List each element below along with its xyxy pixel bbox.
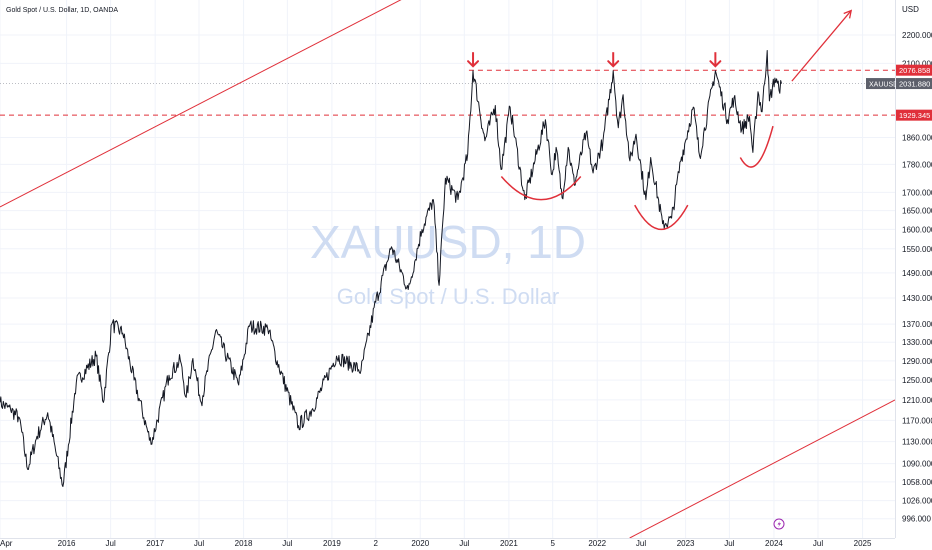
level-price-label: 2076.858: [899, 66, 930, 75]
price-tick-label: 1170.000: [902, 416, 932, 425]
price-tick-label: 1780.000: [902, 160, 932, 169]
trendline: [629, 399, 896, 539]
level-price-label: 1929.345: [899, 111, 930, 120]
time-tick-label: Jul: [813, 539, 823, 548]
trendline: [0, 0, 402, 208]
price-tick-label: 1130.000: [902, 438, 932, 447]
time-tick-label: 2024: [765, 539, 783, 548]
time-tick-label: 2018: [235, 539, 253, 548]
up-arrow-head: [843, 9, 853, 19]
price-tick-label: 1090.000: [902, 460, 932, 469]
down-arrow-head: [467, 60, 480, 68]
time-tick-label: 2022: [588, 539, 606, 548]
bottom-arc: [739, 125, 774, 168]
annotations: [0, 0, 896, 539]
lightning-icon[interactable]: [773, 518, 785, 530]
last-price-label: 2031.880: [899, 80, 930, 89]
price-axis[interactable]: 2200.000 2100.000 1860.000 1780.000 1700.000…: [902, 31, 932, 524]
level-price-tag: [896, 109, 932, 121]
price-tick-label: 1550.000: [902, 245, 932, 254]
price-tick-label: 1330.000: [902, 338, 932, 347]
time-tick-label: Jul: [459, 539, 469, 548]
time-tick-label: Jul: [282, 539, 292, 548]
down-arrow-head: [607, 60, 620, 68]
time-tick-label: 2017: [146, 539, 164, 548]
grid: [0, 0, 895, 538]
price-series: [0, 50, 782, 487]
price-tick-label: 1290.000: [902, 357, 932, 366]
time-tick-label: Apr: [0, 539, 13, 548]
time-tick-label: Jul: [636, 539, 646, 548]
price-tick-label: 1650.000: [902, 207, 932, 216]
price-tags: 2076.858 1929.345 XAUUSD 2031.880: [866, 64, 932, 121]
price-line: [0, 50, 782, 487]
price-tick-label: 1058.000: [902, 478, 932, 487]
chart-title: Gold Spot / U.S. Dollar, 1D, OANDA: [6, 7, 118, 14]
price-tick-label: 1370.000: [902, 320, 932, 329]
time-tick-label: 2019: [323, 539, 341, 548]
price-tick-label: 1490.000: [902, 269, 932, 278]
time-tick-label: 2025: [854, 539, 872, 548]
price-tick-label: 1430.000: [902, 294, 932, 303]
time-tick-label: 2016: [58, 539, 76, 548]
time-tick-label: Jul: [194, 539, 204, 548]
price-tick-label: 1860.000: [902, 134, 932, 143]
symbol-tag-label: XAUUSD: [869, 82, 898, 89]
price-tick-label: 1210.000: [902, 396, 932, 405]
price-tick-label: 1026.000: [902, 497, 932, 506]
time-tick-label: 2: [373, 539, 378, 548]
price-levels: [0, 69, 895, 116]
time-tick-label: 2023: [677, 539, 695, 548]
symbol-tag: [866, 78, 895, 90]
watermark-symbol: XAUUSD, 1D: [310, 216, 586, 268]
price-tick-label: 996.000: [902, 515, 931, 524]
time-axis[interactable]: Apr 2016 Jul 2017 Jul 2018 Jul 2019 2 2020 Jul 2021…: [0, 539, 872, 548]
time-tick-label: 2021: [500, 539, 518, 548]
bottom-arc: [634, 204, 689, 231]
level-price-tag: [896, 64, 932, 76]
bottom-arc: [500, 175, 582, 201]
time-tick-label: Jul: [106, 539, 116, 548]
time-tick-label: 2020: [411, 539, 429, 548]
time-tick-label: Jul: [724, 539, 734, 548]
price-tick-label: 2200.000: [902, 31, 932, 40]
price-tick-label: 1250.000: [902, 376, 932, 385]
currency-label[interactable]: USD: [902, 5, 919, 14]
price-tick-label: 1700.000: [902, 188, 932, 197]
price-tick-label: 1600.000: [902, 225, 932, 234]
price-tick-label: 2100.000: [902, 59, 932, 68]
last-price-tag: [896, 78, 932, 90]
time-tick-label: 5: [550, 539, 555, 548]
watermark-name: Gold Spot / U.S. Dollar: [337, 284, 560, 309]
down-arrow-head: [709, 60, 722, 68]
up-arrow-icon: [791, 10, 852, 82]
plot-background: [0, 0, 895, 538]
